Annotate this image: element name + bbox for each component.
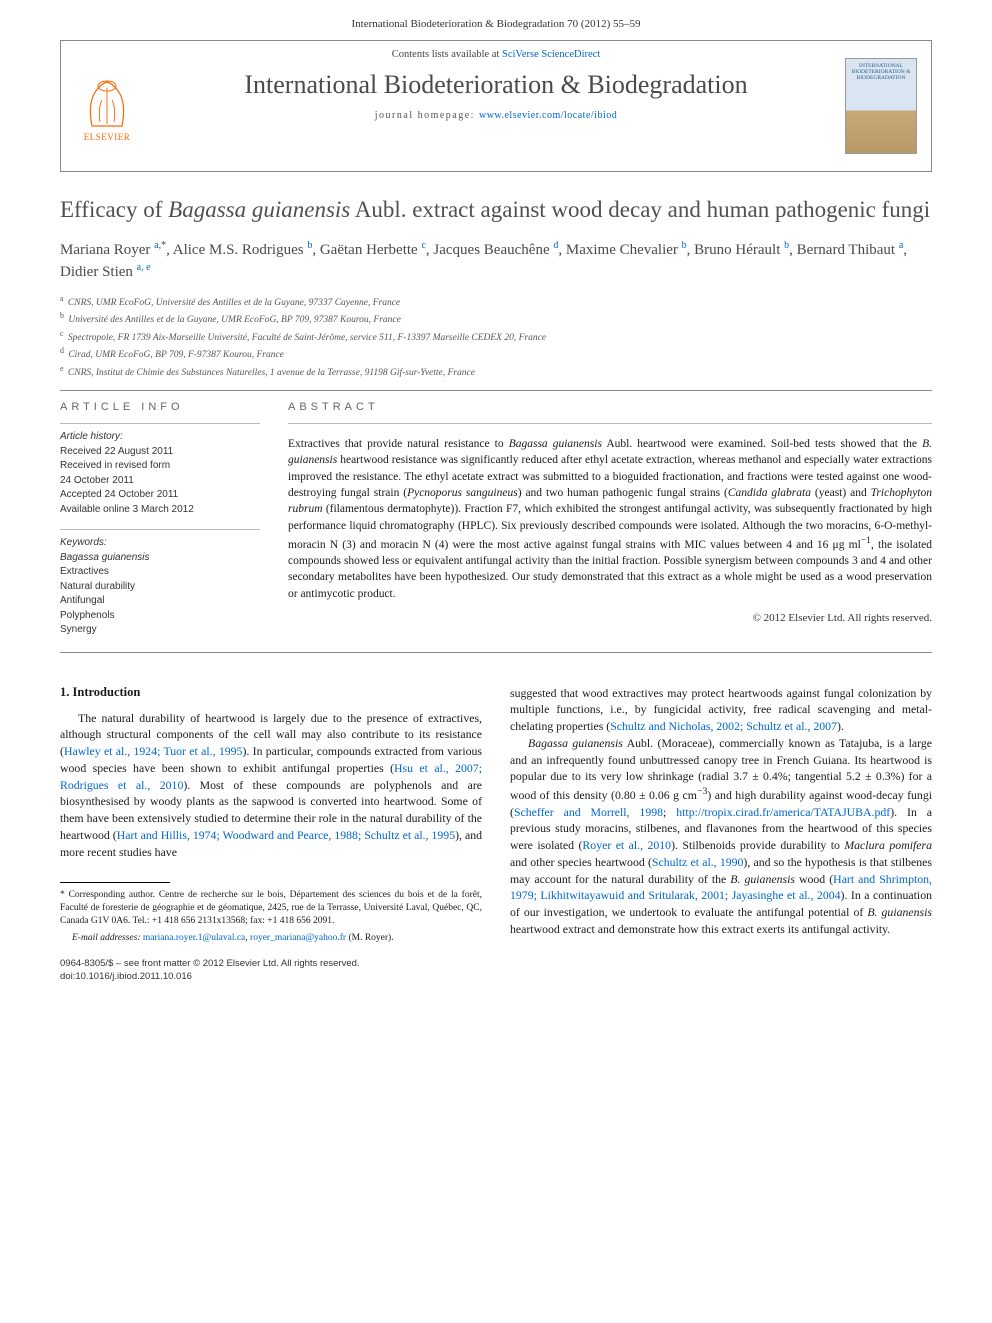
page-footer: 0964-8305/$ – see front matter © 2012 El… xyxy=(60,957,482,984)
keyword: Bagassa guianensis xyxy=(60,551,260,566)
contents-line: Contents lists available at SciVerse Sci… xyxy=(61,41,931,64)
affiliation-line: c Spectropole, FR 1739 Aix-Marseille Uni… xyxy=(60,328,932,345)
journal-masthead: ELSEVIER Contents lists available at Sci… xyxy=(60,40,932,172)
article-title: Efficacy of Bagassa guianensis Aubl. ext… xyxy=(60,196,932,225)
divider xyxy=(60,390,932,391)
body-paragraph: Bagassa guianensis Aubl. (Moraceae), com… xyxy=(510,735,932,938)
history-line: Received in revised form xyxy=(60,459,260,474)
section-heading-introduction: 1. Introduction xyxy=(60,685,482,700)
email-footnote: E-mail addresses: mariana.royer.1@ulaval… xyxy=(60,932,482,945)
keyword: Antifungal xyxy=(60,594,260,609)
affiliation-line: b Université des Antilles et de la Guyan… xyxy=(60,310,932,327)
abstract-copyright: © 2012 Elsevier Ltd. All rights reserved… xyxy=(288,612,932,624)
affiliation-line: e CNRS, Institut de Chimie des Substance… xyxy=(60,363,932,380)
body-paragraph: suggested that wood extractives may prot… xyxy=(510,685,932,735)
abstract-label: ABSTRACT xyxy=(288,393,932,417)
affiliations: a CNRS, UMR EcoFoG, Université des Antil… xyxy=(60,293,932,380)
affiliation-line: a CNRS, UMR EcoFoG, Université des Antil… xyxy=(60,293,932,310)
history-line: Available online 3 March 2012 xyxy=(60,503,260,518)
body-paragraph: The natural durability of heartwood is l… xyxy=(60,710,482,861)
history-line: Accepted 24 October 2011 xyxy=(60,488,260,503)
divider xyxy=(288,423,932,424)
corresponding-author-footnote: * Corresponding author. Centre de recher… xyxy=(60,889,482,927)
article-history: Article history: Received 22 August 2011… xyxy=(60,430,260,517)
sciencedirect-link[interactable]: SciVerse ScienceDirect xyxy=(502,49,600,60)
divider xyxy=(60,652,932,653)
homepage-link[interactable]: www.elsevier.com/locate/ibiod xyxy=(479,110,617,121)
running-header: International Biodeterioration & Biodegr… xyxy=(0,0,992,30)
history-line: Received 22 August 2011 xyxy=(60,445,260,460)
journal-cover-thumbnail: INTERNATIONAL BIODETERIORATION & BIODEGR… xyxy=(845,58,917,154)
affiliation-line: d Cirad, UMR EcoFoG, BP 709, F-97387 Kou… xyxy=(60,345,932,362)
footnote-rule xyxy=(60,882,170,883)
journal-homepage: journal homepage: www.elsevier.com/locat… xyxy=(61,110,931,131)
divider xyxy=(60,423,260,424)
keyword: Polyphenols xyxy=(60,609,260,624)
article-info-label: ARTICLE INFO xyxy=(60,393,260,417)
keyword: Synergy xyxy=(60,623,260,638)
author-list: Mariana Royer a,*, Alice M.S. Rodrigues … xyxy=(60,239,932,283)
history-line: 24 October 2011 xyxy=(60,474,260,489)
journal-title: International Biodeterioration & Biodegr… xyxy=(61,64,931,110)
keywords: Keywords: Bagassa guianensisExtractivesN… xyxy=(60,536,260,638)
abstract-text: Extractives that provide natural resista… xyxy=(288,430,932,602)
elsevier-logo: ELSEVIER xyxy=(75,70,139,142)
divider xyxy=(60,529,260,530)
elsevier-wordmark: ELSEVIER xyxy=(84,132,131,142)
keyword: Extractives xyxy=(60,565,260,580)
keyword: Natural durability xyxy=(60,580,260,595)
